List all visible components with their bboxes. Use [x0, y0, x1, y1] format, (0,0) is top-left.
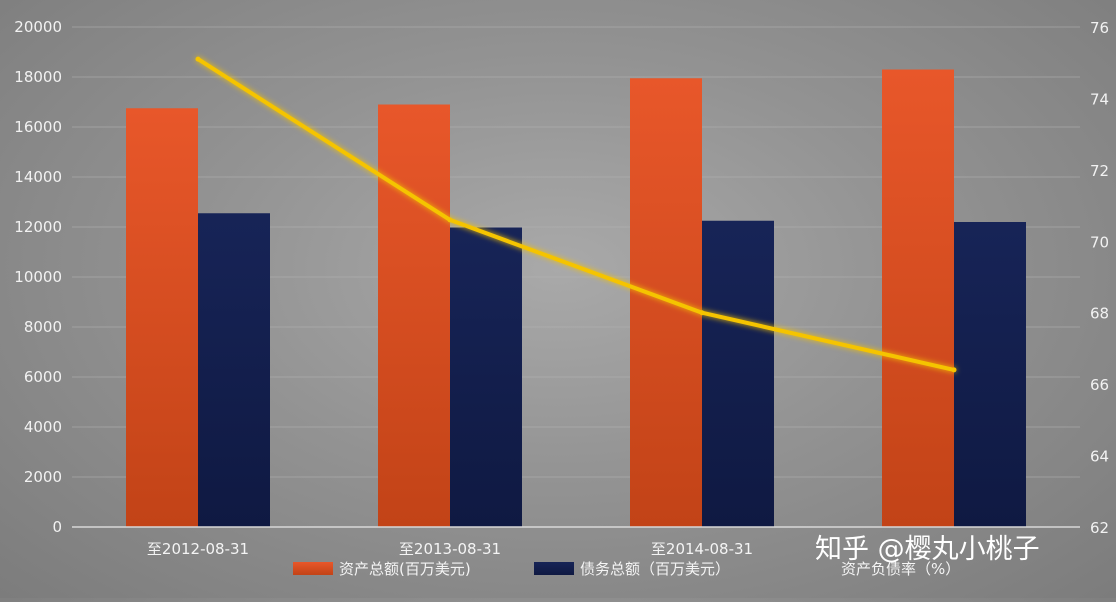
y-left-tick-label: 4000 — [24, 418, 62, 436]
y-left-tick-label: 14000 — [14, 168, 62, 186]
line-point — [951, 367, 957, 373]
legend-label: 资产负债率（%） — [841, 560, 960, 578]
y-left-tick-label: 6000 — [24, 368, 62, 386]
y-right-tick-label: 62 — [1090, 519, 1109, 537]
y-left-tick-label: 12000 — [14, 218, 62, 236]
axes: 0 2000 4000 6000 8000 10000 12000 14000 16000 180… — [14, 18, 1109, 558]
y-left-tick-label: 20000 — [14, 18, 62, 36]
bar-total-assets — [630, 78, 702, 527]
y-right-tick-label: 76 — [1090, 19, 1109, 37]
bar-total-debt — [450, 227, 522, 527]
bar-total-debt — [198, 213, 270, 527]
line-point — [447, 217, 453, 223]
legend-swatch — [534, 562, 574, 575]
bar-total-debt — [702, 220, 774, 527]
bars — [126, 69, 1026, 527]
y-right-tick-label: 70 — [1090, 233, 1109, 251]
y-right-tick-label: 74 — [1090, 90, 1109, 108]
y-left-tick-label: 0 — [52, 518, 62, 536]
line-debt-ratio — [196, 57, 956, 372]
bar-total-assets — [882, 69, 954, 527]
y-left-tick-label: 16000 — [14, 118, 62, 136]
legend-label: 债务总额（百万美元） — [580, 560, 730, 578]
ratio-line — [195, 56, 957, 373]
y-right-tick-label: 72 — [1090, 162, 1109, 180]
legend-swatch — [293, 562, 333, 575]
bar-total-debt — [954, 222, 1026, 527]
watermark: 知乎 @樱丸小桃子 — [815, 534, 1040, 565]
line-point — [195, 56, 201, 62]
y-right-tick-label: 64 — [1090, 448, 1109, 466]
x-tick-label: 至2013-08-31 — [399, 540, 501, 558]
y-right-tick-label: 68 — [1090, 305, 1109, 323]
y-left-tick-label: 18000 — [14, 68, 62, 86]
y-left-tick-label: 8000 — [24, 318, 62, 336]
x-tick-label: 至2014-08-31 — [651, 540, 753, 558]
y-left-tick-label: 2000 — [24, 468, 62, 486]
legend: 资产总额(百万美元) 债务总额（百万美元） 资产负债率（%） — [293, 560, 960, 578]
line-point — [699, 310, 705, 316]
bar-total-assets — [378, 104, 450, 527]
legend-label: 资产总额(百万美元) — [339, 560, 471, 578]
y-left-tick-label: 10000 — [14, 268, 62, 286]
bar-total-assets — [126, 108, 198, 527]
y-right-tick-label: 66 — [1090, 376, 1109, 394]
x-tick-label: 至2012-08-31 — [147, 540, 249, 558]
